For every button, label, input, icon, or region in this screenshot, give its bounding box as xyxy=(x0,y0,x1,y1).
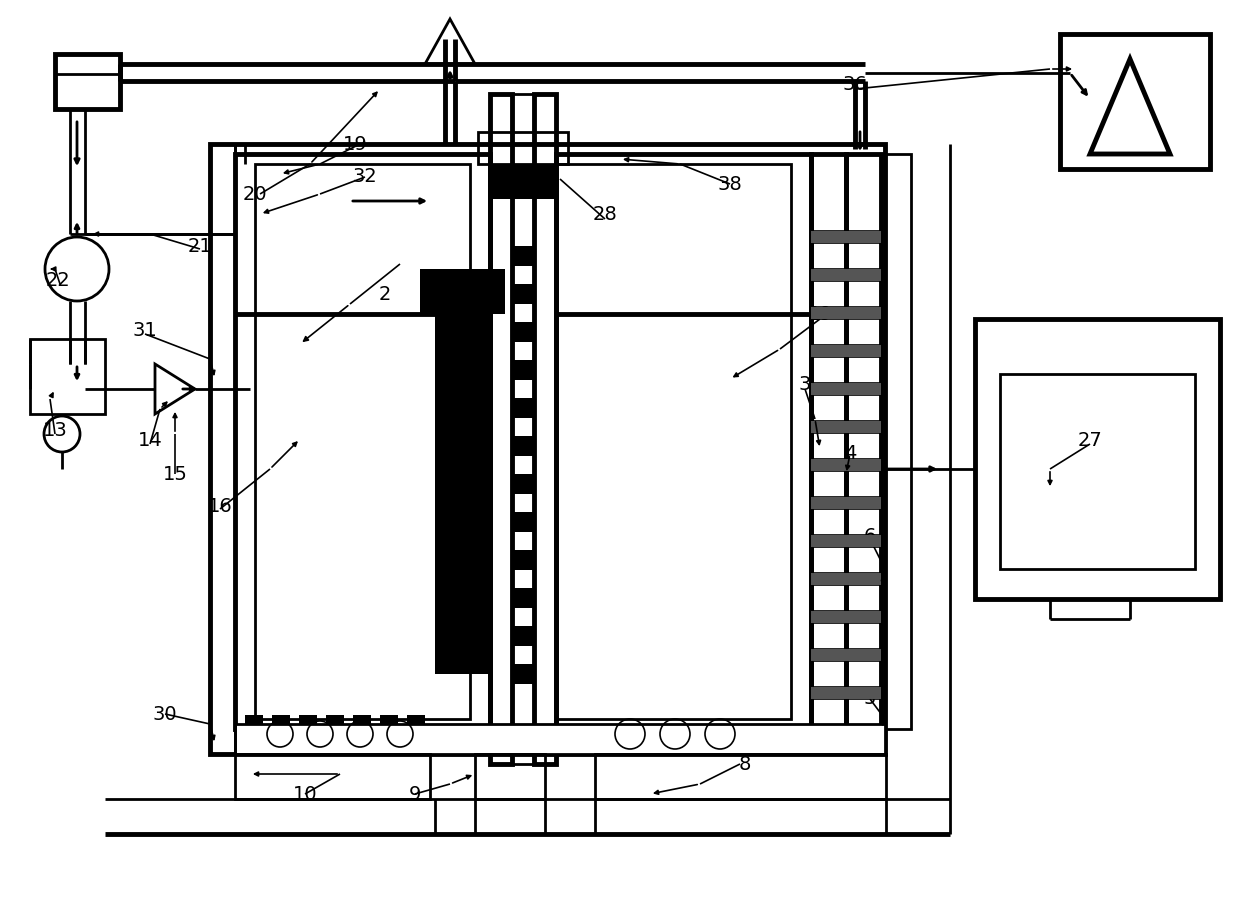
Bar xyxy=(210,144,885,754)
Bar xyxy=(811,687,880,699)
Bar xyxy=(236,754,430,799)
Bar xyxy=(811,573,880,585)
Bar xyxy=(246,715,263,724)
Bar xyxy=(811,535,880,547)
Bar xyxy=(475,754,546,799)
Text: 36: 36 xyxy=(843,74,867,94)
Bar xyxy=(407,715,425,724)
Text: 38: 38 xyxy=(718,175,743,194)
Bar xyxy=(512,550,534,570)
Bar xyxy=(811,345,880,357)
Bar xyxy=(489,164,558,199)
Bar xyxy=(556,154,811,729)
Bar xyxy=(30,339,105,414)
Bar xyxy=(1060,34,1210,169)
Bar xyxy=(811,154,846,729)
Text: 10: 10 xyxy=(293,785,317,803)
Text: 8: 8 xyxy=(739,754,751,774)
Bar xyxy=(420,269,505,314)
Bar xyxy=(846,154,880,729)
Bar xyxy=(435,289,490,674)
Text: 20: 20 xyxy=(243,185,268,203)
Bar xyxy=(512,360,534,380)
Bar xyxy=(210,144,236,754)
Bar xyxy=(811,231,880,243)
Text: 14: 14 xyxy=(138,432,162,450)
Bar xyxy=(512,474,534,494)
Bar xyxy=(811,459,880,471)
Bar xyxy=(299,715,317,724)
Text: 4: 4 xyxy=(843,445,856,463)
Text: 9: 9 xyxy=(409,785,422,803)
Text: 2: 2 xyxy=(378,285,391,303)
Text: 32: 32 xyxy=(352,167,377,187)
Bar xyxy=(811,649,880,661)
Bar xyxy=(811,611,880,623)
Bar xyxy=(512,398,534,418)
Bar xyxy=(512,664,534,684)
Bar xyxy=(55,54,120,109)
Bar xyxy=(272,715,290,724)
Bar xyxy=(512,94,534,764)
Bar xyxy=(477,132,568,164)
Text: 19: 19 xyxy=(342,134,367,153)
Bar xyxy=(811,421,880,433)
Text: 3: 3 xyxy=(799,375,811,393)
Bar xyxy=(379,715,398,724)
Bar xyxy=(236,154,490,729)
Bar xyxy=(811,497,880,509)
Text: 30: 30 xyxy=(153,705,177,723)
Bar xyxy=(326,715,343,724)
Text: 16: 16 xyxy=(207,497,232,516)
Text: 6: 6 xyxy=(864,528,877,547)
Bar xyxy=(490,94,512,764)
Text: 28: 28 xyxy=(593,205,618,223)
Bar xyxy=(556,164,791,719)
Bar xyxy=(999,374,1195,569)
Bar xyxy=(353,715,371,724)
Text: 29: 29 xyxy=(807,304,832,323)
Bar xyxy=(512,284,534,304)
Bar xyxy=(975,319,1220,599)
Text: 21: 21 xyxy=(187,237,212,256)
Bar xyxy=(512,512,534,532)
Text: 22: 22 xyxy=(46,271,71,290)
Bar xyxy=(811,307,880,319)
Bar xyxy=(595,754,887,799)
Bar xyxy=(512,626,534,646)
Bar xyxy=(512,436,534,456)
Text: 5: 5 xyxy=(864,689,877,709)
Bar xyxy=(512,246,534,266)
Text: 31: 31 xyxy=(133,322,157,341)
Text: 27: 27 xyxy=(1078,432,1102,450)
Text: 15: 15 xyxy=(162,464,187,483)
Bar xyxy=(512,588,534,608)
Bar xyxy=(811,383,880,395)
Bar xyxy=(512,322,534,342)
Bar xyxy=(811,269,880,281)
Text: 13: 13 xyxy=(42,422,67,440)
Bar xyxy=(255,164,470,719)
Bar xyxy=(236,724,885,754)
Bar xyxy=(534,94,556,764)
Bar xyxy=(880,154,911,729)
